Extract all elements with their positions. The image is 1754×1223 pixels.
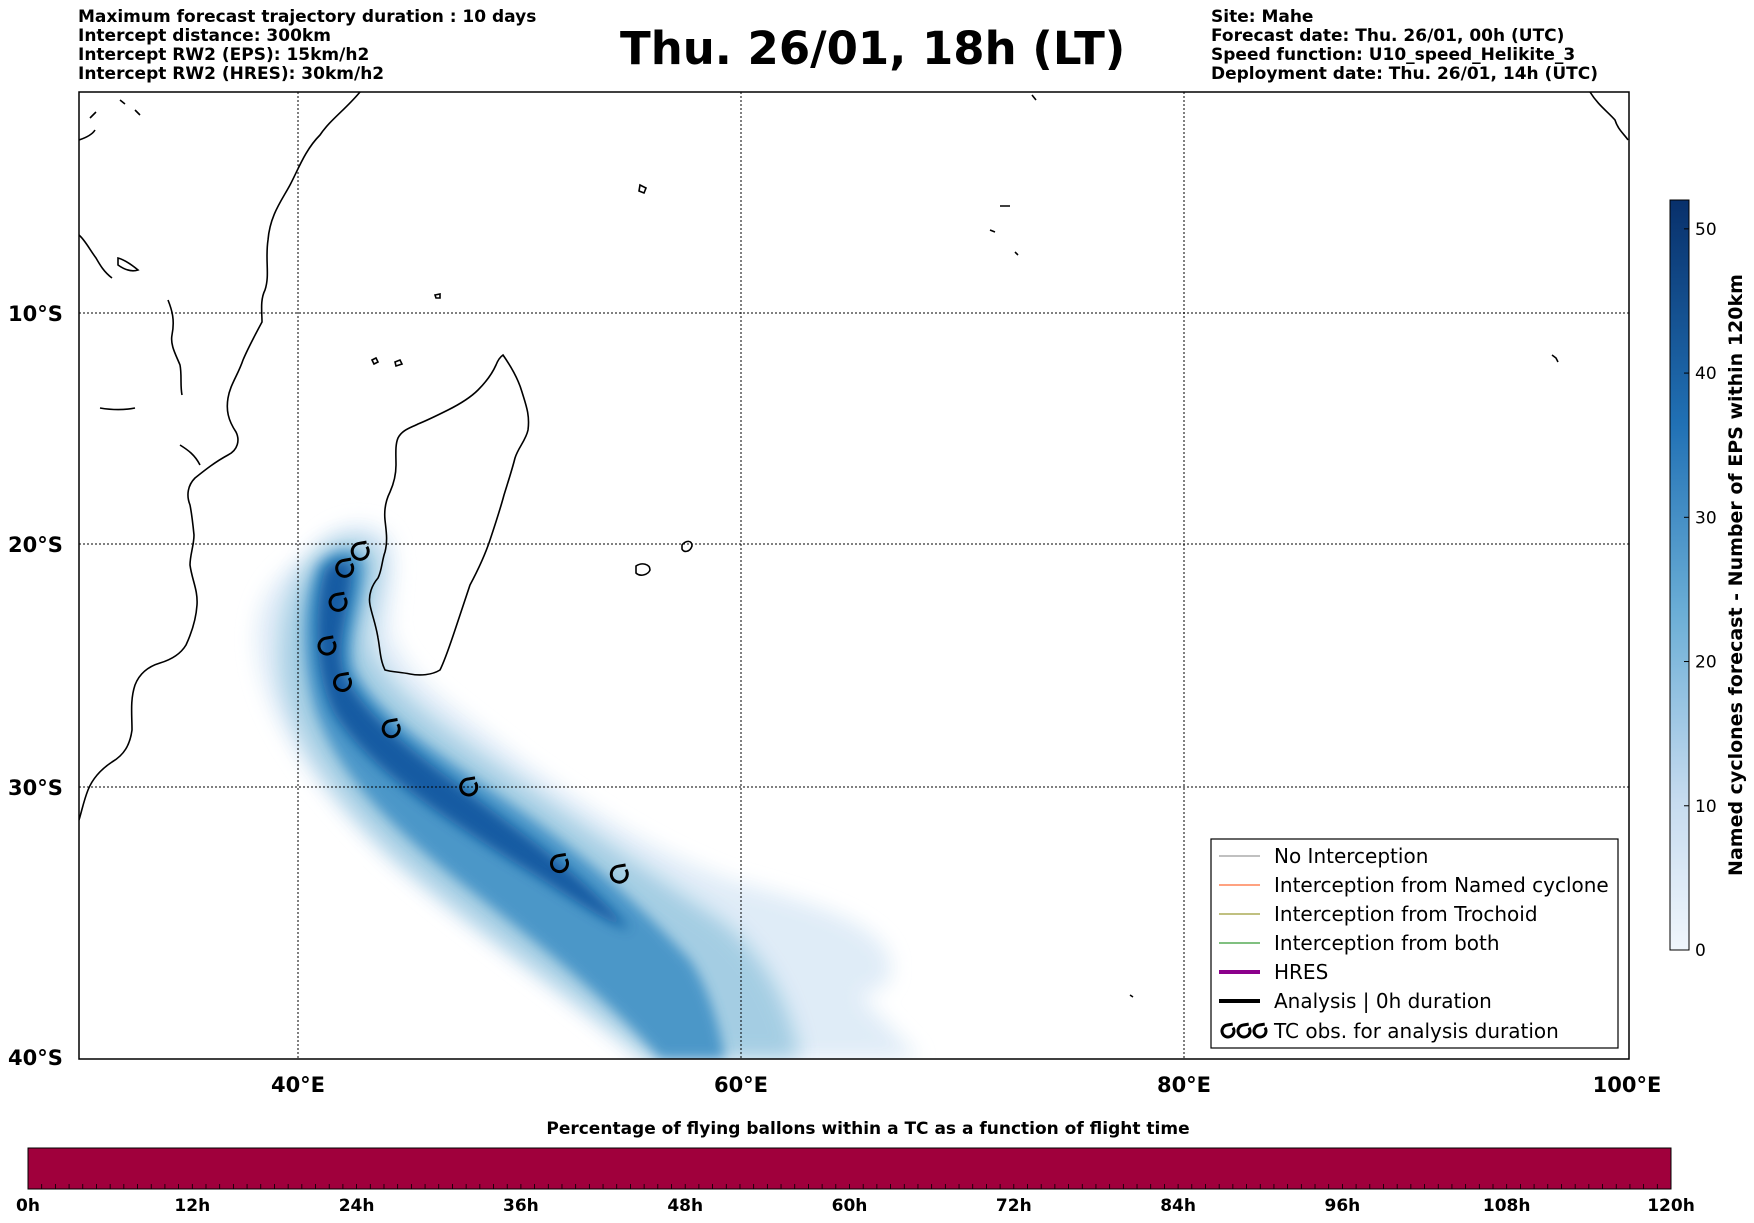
timeline-tick-label: 0h (16, 1196, 40, 1216)
tc-symbol-icon (335, 557, 355, 578)
header-right-line: Speed function: U10_speed_Helikite_3 (1211, 45, 1576, 65)
colorbar-tick-label: 0 (1695, 941, 1706, 961)
y-tick-label: 20°S (8, 533, 63, 557)
x-tick-label: 40°E (271, 1073, 325, 1097)
legend: No Interception Interception from Named … (1210, 838, 1619, 1049)
y-tick-label: 10°S (8, 302, 63, 326)
tc-symbol-icon (1236, 1022, 1252, 1039)
colorbar-tick-label: 40 (1695, 364, 1717, 384)
tc-symbol-icon (317, 635, 337, 656)
x-axis-labels: 40°E 60°E 80°E 100°E (271, 1073, 1661, 1097)
tc-symbol-icon (333, 671, 352, 692)
legend-box (1210, 838, 1619, 1049)
tc-symbol-icon (1220, 1022, 1236, 1039)
colorbar-gradient (1669, 199, 1690, 951)
tc-symbol-icon (381, 718, 401, 739)
header-right-info: Site: Mahe Forecast date: Thu. 26/01, 00… (1211, 8, 1598, 84)
timeline-tick-label: 84h (1160, 1196, 1196, 1216)
tc-symbol-icon (459, 776, 479, 797)
legend-label: TC obs. for analysis duration (1273, 1019, 1559, 1043)
x-tick-label: 60°E (714, 1073, 768, 1097)
map-content (79, 92, 1629, 1059)
timeline-tick-label: 60h (832, 1196, 868, 1216)
eps-density-plume (256, 524, 920, 1059)
timeline-tick-label: 120h (1647, 1196, 1695, 1216)
y-tick-label: 30°S (8, 776, 63, 800)
timeline-tick-label: 12h (174, 1196, 210, 1216)
colorbar: 0 10 20 30 40 50 Named cyclones forecast - Nu… (1669, 199, 1747, 961)
timeline-tick-label: 24h (339, 1196, 375, 1216)
tc-symbol-icon (609, 863, 629, 884)
map-frame (78, 91, 1630, 1060)
tc-symbol-icon (350, 540, 370, 561)
tc-observation-markers (317, 540, 629, 884)
colorbar-tick-label: 50 (1695, 220, 1717, 240)
timeline-title: Percentage of flying ballons within a TC… (546, 1119, 1189, 1139)
colorbar-ticks: 0 10 20 30 40 50 (1684, 220, 1717, 961)
y-axis-labels: 10°S 20°S 30°S 40°S (8, 302, 63, 1070)
header-left-line: Intercept distance: 300km (78, 26, 331, 46)
tc-symbol-icon (1252, 1022, 1268, 1039)
header-right-line: Site: Mahe (1211, 7, 1314, 27)
legend-label: No Interception (1274, 844, 1428, 868)
y-tick-label: 40°S (8, 1046, 63, 1070)
header-left-line: Intercept RW2 (HRES): 30km/h2 (78, 64, 385, 84)
header-left-line: Maximum forecast trajectory duration : 1… (78, 7, 537, 27)
legend-label: Analysis | 0h duration (1274, 989, 1492, 1013)
header-left-info: Maximum forecast trajectory duration : 1… (78, 8, 536, 84)
legend-label: Interception from both (1274, 931, 1500, 955)
tc-symbol-icon (328, 591, 348, 612)
timeline-ticks: 0h 12h 24h 36h 48h 60h 72h 84h 96h 108h 120h (16, 1196, 1695, 1216)
header-right-line: Deployment date: Thu. 26/01, 14h (UTC) (1211, 64, 1598, 84)
header-right-line: Forecast date: Thu. 26/01, 00h (UTC) (1211, 26, 1565, 46)
colorbar-tick-label: 10 (1695, 797, 1717, 817)
timeline-bar (27, 1147, 1672, 1190)
colorbar-tick-label: 30 (1695, 508, 1717, 528)
colorbar-tick-label: 20 (1695, 653, 1717, 673)
timeline-tick-label: 96h (1325, 1196, 1361, 1216)
timeline-tick-label: 108h (1483, 1196, 1531, 1216)
timeline-tick-label: 48h (667, 1196, 703, 1216)
timeline-tick-label: 72h (996, 1196, 1032, 1216)
tc-symbol-icon (550, 852, 569, 874)
colorbar-label: Named cyclones forecast - Number of EPS … (1725, 274, 1747, 876)
timeline-tick-label: 36h (503, 1196, 539, 1216)
legend-tc-symbol (1220, 1022, 1268, 1039)
flight-time-bar: Percentage of flying ballons within a TC… (16, 1119, 1695, 1216)
header-left-line: Intercept RW2 (EPS): 15km/h2 (78, 45, 370, 65)
coastlines (79, 92, 1629, 998)
legend-label: Interception from Trochoid (1274, 902, 1538, 926)
x-tick-label: 80°E (1157, 1073, 1211, 1097)
legend-label: Interception from Named cyclone (1274, 873, 1609, 897)
graticule (79, 92, 1629, 1059)
legend-label: HRES (1274, 960, 1328, 984)
timeline-minor-ticks (27, 1184, 1672, 1189)
x-tick-label: 100°E (1593, 1073, 1662, 1097)
map-title: Thu. 26/01, 18h (LT) (620, 22, 1126, 75)
